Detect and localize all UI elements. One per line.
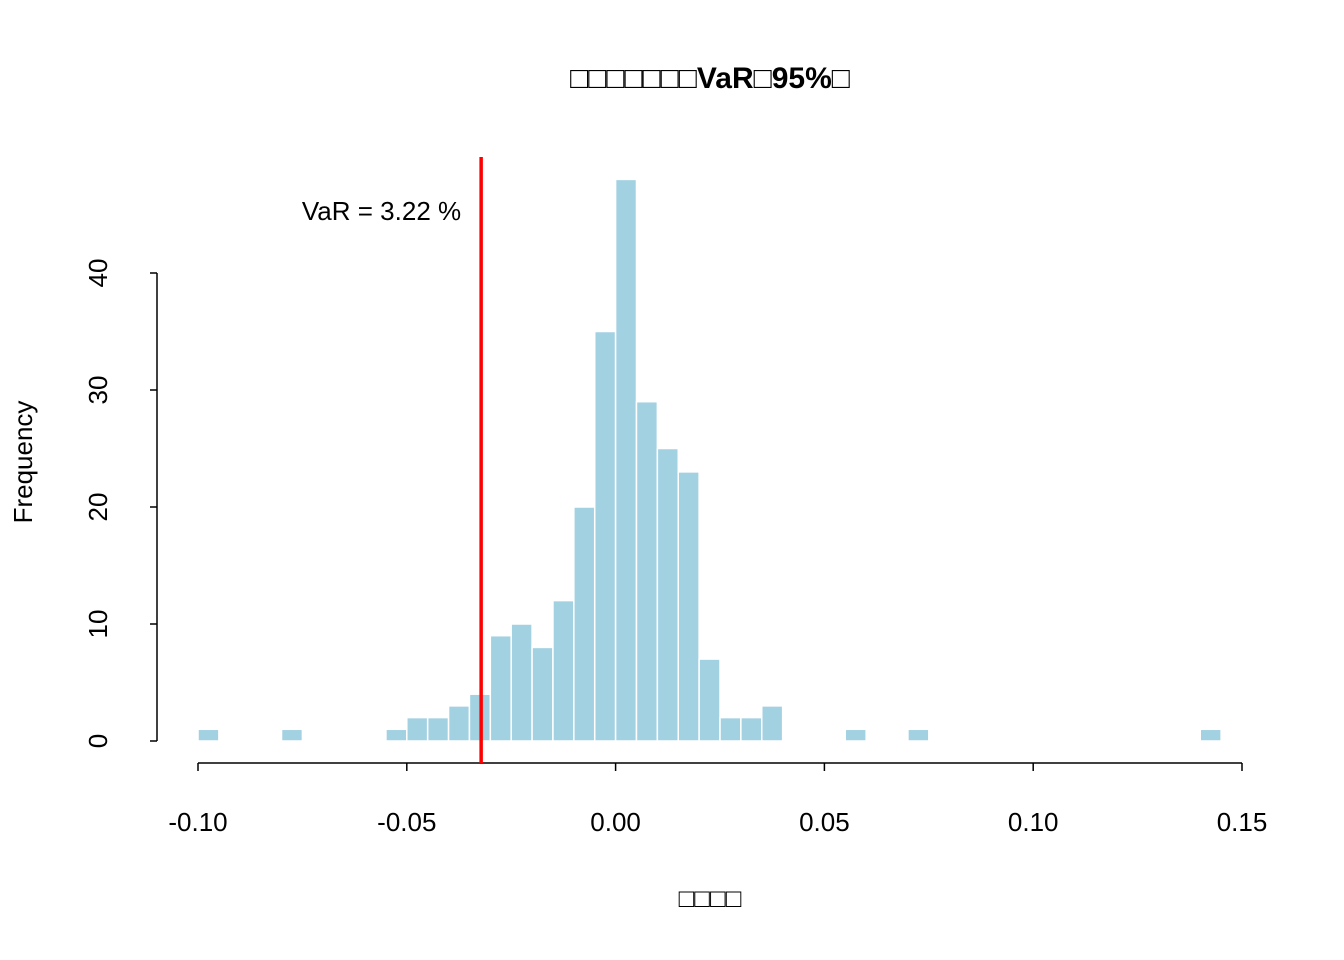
bar (614, 178, 638, 742)
bar (385, 728, 408, 742)
chart-title: □□□□□□□VaR□95%□ (570, 62, 851, 95)
bar (719, 716, 742, 742)
y-tick-label: 40 (83, 259, 113, 288)
bar (593, 330, 617, 742)
bar (426, 716, 450, 742)
bar (761, 705, 784, 742)
var-annotation: VaR = 3.22 % (302, 196, 461, 226)
bar (635, 400, 659, 742)
y-tick-label: 0 (83, 734, 113, 748)
bar (510, 623, 533, 742)
y-axis-label: Frequency (8, 401, 38, 524)
bar (844, 728, 867, 742)
x-tick-label: -0.05 (377, 807, 436, 837)
bar (698, 658, 721, 742)
bar (573, 506, 596, 742)
bar (656, 447, 679, 742)
x-tick-label: 0.10 (1008, 807, 1059, 837)
bar (197, 728, 220, 742)
x-tick-label: 0.00 (590, 807, 641, 837)
x-tick-label: 0.05 (799, 807, 850, 837)
bar (552, 599, 575, 742)
bar (280, 728, 304, 742)
x-tick-label: -0.10 (168, 807, 227, 837)
bar (531, 646, 554, 742)
bar (1199, 728, 1222, 742)
y-tick-label: 30 (83, 376, 113, 405)
y-tick-label: 20 (83, 493, 113, 522)
bar (489, 634, 512, 742)
bar (406, 716, 429, 742)
x-tick-label: 0.15 (1217, 807, 1268, 837)
x-axis-label: □□□□ (679, 883, 742, 913)
bar (907, 728, 930, 742)
bar (447, 705, 471, 742)
bar (740, 716, 763, 742)
bar (677, 471, 700, 742)
y-tick-label: 10 (83, 610, 113, 639)
